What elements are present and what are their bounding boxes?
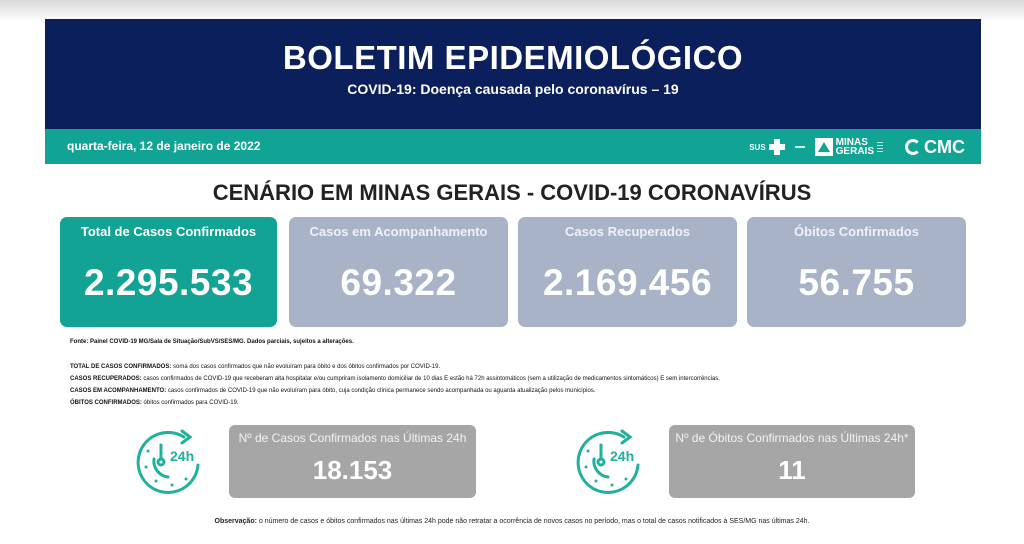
svg-text:24h: 24h bbox=[610, 448, 634, 464]
card-value: 2.169.456 bbox=[542, 262, 713, 303]
card-value: 2.295.533 bbox=[83, 262, 254, 303]
box-value: 11 bbox=[778, 455, 806, 485]
top-shadow bbox=[0, 0, 1024, 22]
observation-note: Observação: o número de casos e óbitos c… bbox=[0, 518, 1024, 525]
definition-term: TOTAL DE CASOS CONFIRMADOS: bbox=[70, 364, 172, 370]
card-recovered: Casos Recuperados 2.169.456 bbox=[518, 217, 737, 327]
sus-logo-text: SUS bbox=[749, 142, 766, 152]
cmc-logo: CMC bbox=[905, 137, 965, 158]
definition-monitoring: CASOS EM ACOMPANHAMENTO: casos confirmad… bbox=[70, 388, 596, 394]
source-note: Fonte: Painel COVID-19 MG/Sala de Situaç… bbox=[70, 339, 354, 345]
deaths-last-24h: Nº de Óbitos Confirmados nas Últimas 24h… bbox=[669, 425, 915, 498]
definition-term: ÓBITOS CONFIRMADOS: bbox=[70, 400, 142, 406]
minas-gerais-text: MINAS GERAIS bbox=[835, 137, 874, 157]
box-value: 18.153 bbox=[312, 455, 393, 485]
card-label: Óbitos Confirmados bbox=[794, 224, 919, 239]
clock-24h-icon: 24h bbox=[136, 429, 200, 494]
definition-deaths: ÓBITOS CONFIRMADOS: óbitos confirmados p… bbox=[70, 400, 239, 406]
mg-line1: MINAS bbox=[835, 137, 868, 148]
box-label: Nº de Óbitos Confirmados nas Últimas 24h… bbox=[675, 431, 909, 445]
date-strip: quarta-feira, 12 de janeiro de 2022 SUS … bbox=[45, 129, 981, 164]
logo-separator bbox=[794, 146, 805, 148]
card-label: Casos em Acompanhamento bbox=[309, 224, 488, 239]
definition-term: CASOS RECUPERADOS: bbox=[70, 376, 142, 382]
card-value: 69.322 bbox=[340, 262, 457, 303]
bulletin-header: BOLETIM EPIDEMIOLÓGICO COVID-19: Doença … bbox=[45, 19, 981, 129]
card-deaths: Óbitos Confirmados 56.755 bbox=[747, 217, 966, 327]
definition-text: óbitos confirmados para COVID-19. bbox=[141, 400, 239, 406]
page-title: BOLETIM EPIDEMIOLÓGICO bbox=[282, 39, 744, 76]
definition-text: casos confirmados de COVID-19 que não ev… bbox=[166, 388, 596, 394]
definition-total: TOTAL DE CASOS CONFIRMADOS: soma dos cas… bbox=[70, 364, 440, 370]
card-label: Total de Casos Confirmados bbox=[80, 224, 257, 239]
card-value: 56.755 bbox=[798, 262, 915, 303]
cases-last-24h: Nº de Casos Confirmados nas Últimas 24h … bbox=[229, 425, 476, 498]
section-title: CENÁRIO EM MINAS GERAIS - COVID-19 CORON… bbox=[212, 180, 812, 205]
card-total-confirmed: Total de Casos Confirmados 2.295.533 bbox=[60, 217, 277, 327]
sus-logo: SUS bbox=[749, 139, 785, 155]
svg-text:24h: 24h bbox=[170, 448, 194, 464]
page-subtitle: COVID-19: Doença causada pelo coronavíru… bbox=[347, 81, 679, 97]
observation-text: o número de casos e óbitos confirmados n… bbox=[256, 518, 810, 525]
cross-icon bbox=[768, 139, 785, 155]
definition-recovered: CASOS RECUPERADOS: casos confirmados de … bbox=[70, 376, 720, 382]
minas-gerais-logo: MINAS GERAIS ▬▬ ▬▬ ▬▬ ▬▬ bbox=[814, 137, 895, 157]
card-label: Casos Recuperados bbox=[565, 224, 690, 239]
definition-text: casos confirmados de COVID-19 que recebe… bbox=[141, 376, 720, 382]
definition-text: soma dos casos confirmados que não evolu… bbox=[171, 364, 441, 370]
mg-line2: GERAIS bbox=[835, 146, 874, 157]
card-in-monitoring: Casos em Acompanhamento 69.322 bbox=[289, 217, 508, 327]
box-label: Nº de Casos Confirmados nas Últimas 24h bbox=[238, 431, 467, 445]
cmc-text: CMC bbox=[924, 136, 965, 157]
logos: SUS MINAS GERAIS ▬▬ ▬▬ ▬▬ ▬▬ CMC bbox=[749, 135, 965, 159]
observation-label: Observação: bbox=[214, 518, 257, 525]
mg-small-text: ▬▬ ▬▬ ▬▬ ▬▬ bbox=[877, 140, 883, 153]
clock-24h-icon: 24h bbox=[576, 429, 640, 494]
mountain-icon bbox=[814, 138, 833, 156]
cmc-icon bbox=[905, 139, 921, 155]
definition-term: CASOS EM ACOMPANHAMENTO: bbox=[70, 388, 167, 394]
bulletin-date: quarta-feira, 12 de janeiro de 2022 bbox=[67, 139, 261, 153]
